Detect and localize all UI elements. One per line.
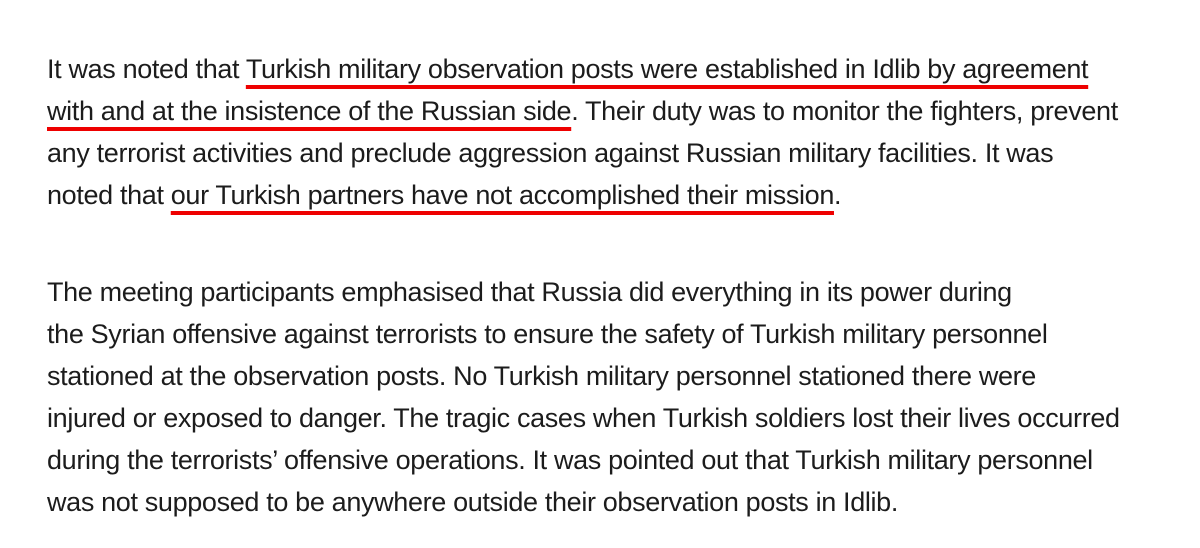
highlighted-text: Turkish military observation posts were …	[245, 54, 1089, 84]
text: .	[833, 180, 842, 210]
text: noted that	[47, 180, 171, 210]
text: It was noted that	[47, 54, 246, 84]
paragraph-2-line-5: during the terrorists’ offensive operati…	[47, 445, 1093, 475]
article-body: It was noted that Turkish military obser…	[47, 48, 1187, 523]
highlighted-text: our Turkish partners have not accomplish…	[170, 180, 835, 210]
paragraph-2: The meeting participants emphasised that…	[47, 271, 1187, 523]
paragraph-2-line-4: injured or exposed to danger. The tragic…	[47, 403, 1120, 433]
paragraph-2-line-2: the Syrian offensive against terrorists …	[47, 319, 1048, 349]
paragraph-1-line-3: any terrorist activities and preclude ag…	[47, 132, 1187, 174]
paragraph-2-line-6: was not supposed to be anywhere outside …	[47, 487, 898, 517]
paragraph-2-line-1: The meeting participants emphasised that…	[47, 277, 1012, 307]
paragraph-1-line-4: noted that our Turkish partners have not…	[47, 174, 1187, 216]
paragraph-1: It was noted that Turkish military obser…	[47, 48, 1187, 216]
paragraph-1-line-2: with and at the insistence of the Russia…	[47, 90, 1187, 132]
text: . Their duty was to monitor the fighters…	[571, 96, 1118, 126]
paragraph-2-line-3: stationed at the observation posts. No T…	[47, 361, 1036, 391]
paragraph-spacer	[47, 216, 1187, 271]
text: any terrorist activities and preclude ag…	[47, 138, 1054, 168]
highlighted-text: with and at the insistence of the Russia…	[47, 96, 572, 126]
paragraph-1-line-1: It was noted that Turkish military obser…	[47, 48, 1187, 90]
